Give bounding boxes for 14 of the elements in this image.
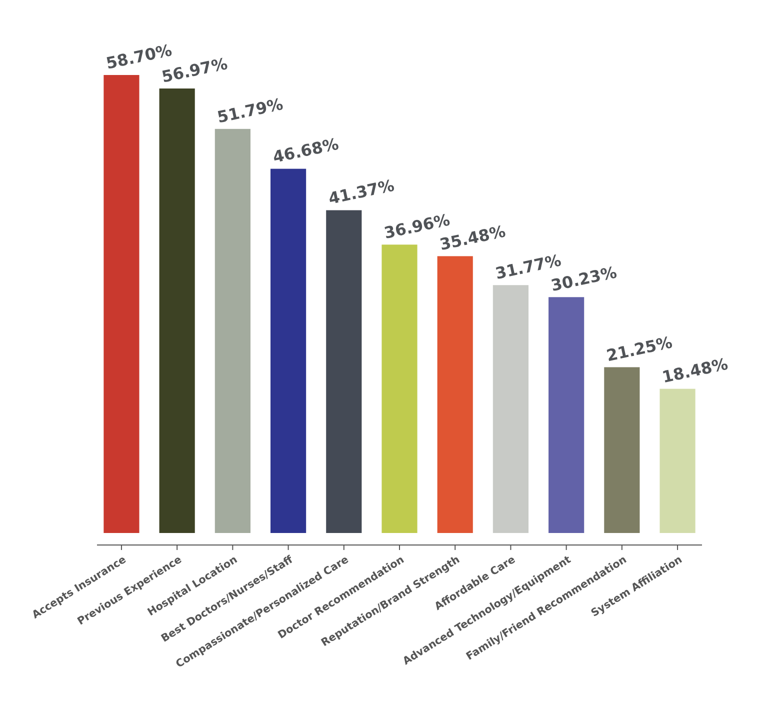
bar — [159, 88, 195, 533]
bar — [660, 388, 696, 533]
bar — [437, 256, 473, 533]
bar — [382, 244, 418, 533]
data-label: 41.37% — [326, 176, 396, 208]
bar — [326, 210, 362, 533]
bar — [604, 367, 640, 533]
data-label: 51.79% — [216, 94, 285, 127]
bar — [492, 285, 529, 533]
bar — [270, 168, 306, 533]
bar — [548, 297, 584, 533]
bar — [104, 75, 140, 533]
data-label: 46.68% — [271, 134, 340, 167]
bar — [214, 128, 250, 533]
